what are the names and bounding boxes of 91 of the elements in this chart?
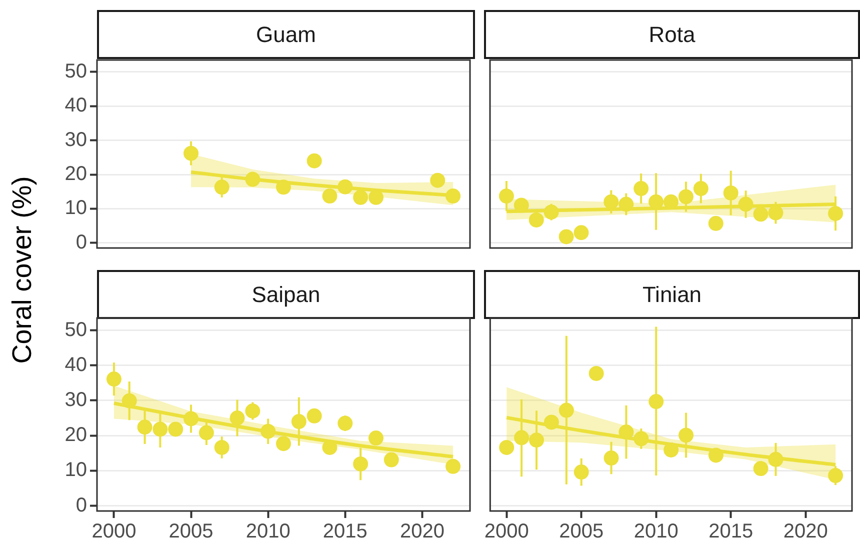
x-tick-label: 2015	[322, 520, 368, 543]
point	[828, 206, 844, 221]
point	[648, 394, 664, 410]
x-tick-label: 2015	[708, 520, 754, 543]
point	[368, 430, 384, 446]
point	[430, 172, 446, 188]
point	[499, 440, 514, 455]
point	[446, 458, 461, 474]
point	[306, 408, 322, 424]
point	[291, 414, 306, 430]
point	[693, 181, 708, 196]
point	[384, 452, 399, 468]
y-tick-label: 50	[64, 318, 87, 341]
point	[322, 188, 338, 204]
y-tick-label: 0	[76, 494, 87, 516]
x-tick-label: 2005	[559, 520, 604, 543]
point	[198, 425, 214, 440]
y-tick-label: 40	[64, 354, 87, 376]
point	[544, 414, 559, 430]
point	[634, 431, 649, 446]
point	[168, 422, 184, 437]
point	[678, 189, 694, 204]
y-tick-label: 20	[64, 424, 87, 446]
y-tick-label: 10	[64, 197, 87, 220]
y-tick-label: 30	[64, 128, 87, 151]
point	[498, 188, 514, 204]
x-tick-label: 2020	[783, 520, 828, 543]
point	[574, 225, 589, 240]
point	[276, 180, 291, 195]
point	[753, 206, 768, 222]
point	[137, 420, 152, 435]
point	[574, 464, 589, 480]
point	[618, 424, 634, 440]
point	[276, 436, 291, 452]
point	[708, 216, 724, 231]
point	[753, 461, 768, 476]
point	[338, 416, 353, 431]
y-axis-title: Coral cover (%)	[6, 175, 38, 366]
y-tick-label: 50	[64, 60, 87, 82]
y-tick-label: 20	[64, 163, 87, 186]
point	[558, 229, 574, 244]
x-tick-label: 2010	[634, 520, 678, 543]
point	[678, 428, 694, 443]
point	[353, 190, 368, 205]
point	[664, 442, 679, 458]
y-tick-label: 0	[76, 231, 87, 254]
point	[768, 452, 784, 467]
point	[708, 448, 724, 463]
point	[260, 424, 276, 439]
point	[558, 402, 574, 418]
point	[723, 185, 738, 200]
point	[588, 366, 604, 381]
point	[106, 372, 122, 387]
chart-title: Tinian	[484, 270, 860, 319]
y-tick-label: 30	[64, 388, 87, 411]
point	[245, 172, 260, 187]
point	[152, 422, 168, 437]
point	[214, 180, 230, 195]
point	[634, 181, 649, 196]
x-tick-label: 2000	[92, 520, 136, 543]
y-tick-label: 40	[64, 94, 87, 117]
point	[338, 179, 353, 194]
point	[446, 188, 461, 204]
point	[306, 153, 322, 168]
chart-title: Saipan	[97, 270, 475, 319]
point	[122, 393, 137, 408]
x-tick-label: 2010	[246, 520, 290, 543]
point	[368, 190, 384, 205]
point	[604, 450, 619, 466]
x-tick-label: 2000	[484, 520, 529, 543]
point	[768, 205, 784, 220]
point	[529, 432, 544, 448]
y-tick-label: 10	[64, 459, 87, 482]
point	[514, 198, 529, 213]
point	[184, 146, 199, 161]
x-tick-label: 2005	[168, 520, 214, 543]
point	[828, 468, 844, 484]
point	[230, 410, 245, 426]
point	[214, 440, 230, 455]
point	[618, 196, 634, 212]
point	[604, 194, 619, 210]
point	[528, 212, 544, 228]
point	[353, 456, 368, 472]
point	[514, 430, 530, 446]
chart-title: Guam	[97, 10, 475, 59]
point	[738, 196, 754, 212]
point	[184, 411, 199, 426]
x-tick-label: 2020	[400, 520, 444, 543]
point	[544, 204, 559, 220]
chart-title: Rota	[484, 10, 860, 59]
point	[245, 403, 260, 418]
